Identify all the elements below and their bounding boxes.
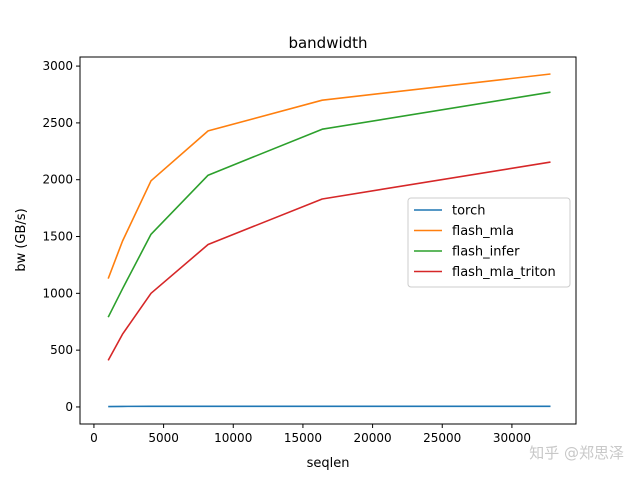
series-lines: [107, 73, 551, 408]
y-tick-label: 3000: [42, 59, 73, 73]
legend-box: [407, 197, 571, 288]
x-tick-label: 10000: [214, 431, 252, 445]
legend-label-flash_mla_triton: flash_mla_triton: [452, 265, 556, 280]
legend-label-flash_mla: flash_mla: [452, 224, 514, 239]
x-tick-label: 30000: [493, 431, 531, 445]
y-tick-label: 2000: [42, 173, 73, 187]
y-tick-label: 2500: [42, 116, 73, 130]
x-tick-label: 0: [90, 431, 98, 445]
y-tick-label: 500: [50, 343, 73, 357]
y-tick-label: 0: [65, 400, 73, 414]
watermark: 知乎 @郑思泽: [529, 444, 624, 462]
x-axis-ticks: 0 5000 10000 15000 20000 25000 30000: [90, 424, 531, 445]
y-tick-label: 1000: [42, 286, 73, 300]
x-tick-label: 20000: [353, 431, 391, 445]
legend: torch flash_mla flash_infer flash_mla_trito…: [407, 197, 571, 288]
series-line-flash_infer: [107, 91, 551, 318]
x-tick-label: 25000: [423, 431, 461, 445]
y-axis-title: bw (GB/s): [14, 208, 29, 271]
series-line-flash_mla: [107, 73, 551, 279]
series-line-flash_mla_triton: [107, 161, 551, 361]
y-axis-ticks: 0 500 1000 1500 2000 2500 3000: [42, 59, 80, 414]
legend-label-flash_infer: flash_infer: [452, 245, 520, 260]
legend-label-torch: torch: [452, 204, 486, 219]
x-tick-label: 15000: [284, 431, 322, 445]
chart-title: bandwidth: [288, 34, 367, 52]
x-axis-title: seqlen: [307, 456, 350, 471]
x-tick-label: 5000: [148, 431, 179, 445]
y-tick-label: 1500: [42, 230, 73, 244]
